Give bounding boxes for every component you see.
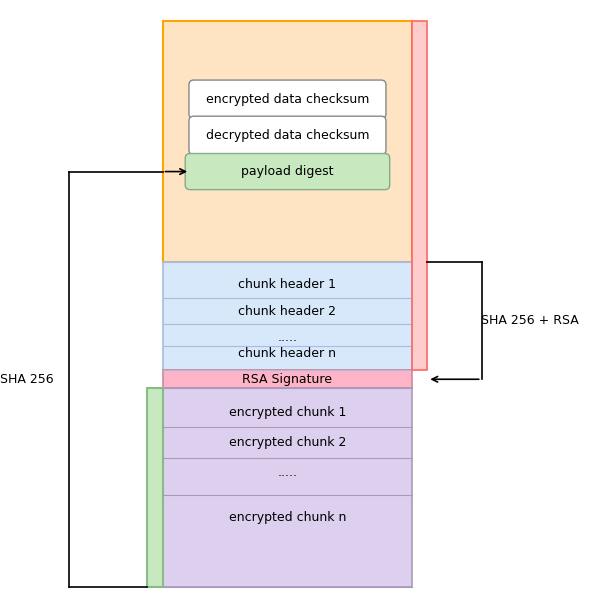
Text: .....: ..... [278, 466, 297, 479]
Text: decrypted data checksum: decrypted data checksum [206, 129, 369, 142]
Text: SHA 256: SHA 256 [0, 373, 54, 386]
Bar [163, 21, 412, 262]
Text: encrypted chunk 2: encrypted chunk 2 [229, 436, 346, 449]
Text: encrypted chunk n: encrypted chunk n [229, 511, 346, 524]
FancyBboxPatch shape [189, 116, 386, 155]
Text: RSA Signature: RSA Signature [243, 373, 332, 386]
Text: chunk header 1: chunk header 1 [238, 278, 337, 291]
Text: chunk header n: chunk header n [238, 347, 337, 360]
Bar [412, 21, 427, 370]
Text: SHA 256 + RSA: SHA 256 + RSA [481, 314, 579, 327]
Text: encrypted chunk 1: encrypted chunk 1 [229, 406, 346, 419]
Bar [163, 370, 412, 388]
Text: .....: ..... [278, 331, 297, 344]
FancyBboxPatch shape [189, 80, 386, 119]
Bar [163, 262, 412, 370]
Bar [163, 388, 412, 587]
Bar [147, 388, 163, 587]
Text: encrypted data checksum: encrypted data checksum [206, 93, 369, 106]
Text: payload digest: payload digest [241, 165, 334, 178]
Text: chunk header 2: chunk header 2 [238, 305, 337, 318]
FancyBboxPatch shape [185, 154, 389, 190]
